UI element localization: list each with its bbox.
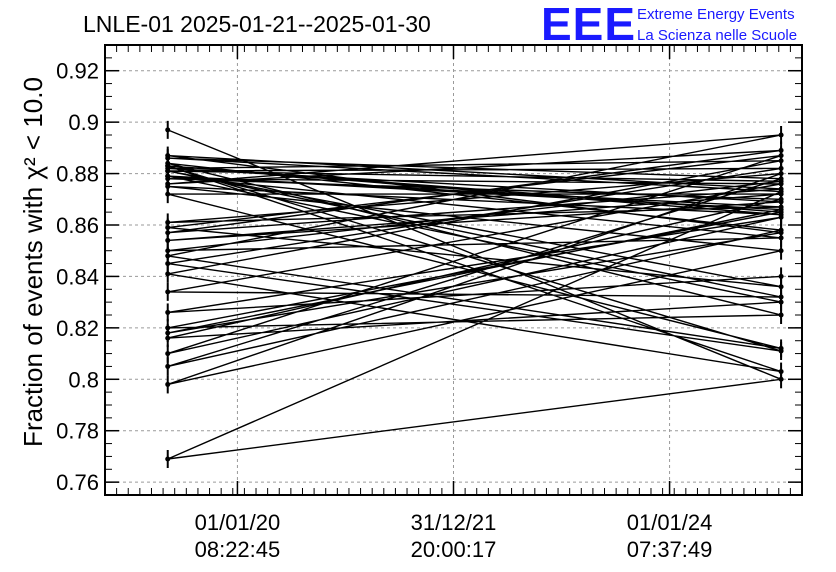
x-tick-label-date: 31/12/21 xyxy=(411,510,497,535)
data-point xyxy=(165,153,171,159)
eee-logo: EEE Extreme Energy Events La Scienza nel… xyxy=(541,0,797,50)
data-point xyxy=(165,168,171,174)
x-tick-label-date: 01/01/24 xyxy=(627,510,713,535)
data-point xyxy=(165,363,171,369)
data-point xyxy=(778,284,784,290)
data-point xyxy=(165,381,171,387)
data-point xyxy=(778,214,784,220)
data-point xyxy=(165,191,171,197)
y-tick-label: 0.88 xyxy=(56,162,99,187)
data-point xyxy=(778,299,784,305)
eee-logo-line2: La Scienza nelle Scuole xyxy=(637,27,797,44)
data-point xyxy=(165,330,171,336)
y-tick-label: 0.84 xyxy=(56,264,99,289)
y-tick-label: 0.78 xyxy=(56,419,99,444)
x-tick-label-time: 20:00:17 xyxy=(411,537,497,562)
data-point xyxy=(778,369,784,375)
data-point xyxy=(778,345,784,351)
data-point xyxy=(165,309,171,315)
data-point xyxy=(778,153,784,159)
data-point xyxy=(778,273,784,279)
data-point xyxy=(165,271,171,277)
chart-title: LNLE-01 2025-01-21--2025-01-30 xyxy=(83,11,431,37)
y-tick-label: 0.92 xyxy=(56,59,99,84)
data-point xyxy=(778,248,784,254)
y-tick-label: 0.9 xyxy=(68,110,99,135)
axis-ticks xyxy=(104,44,803,496)
x-tick-label-time: 08:22:45 xyxy=(195,537,281,562)
y-tick-label: 0.76 xyxy=(56,470,99,495)
y-tick-label: 0.86 xyxy=(56,213,99,238)
data-point xyxy=(165,248,171,254)
data-point xyxy=(778,312,784,318)
x-tick-label-date: 01/01/20 xyxy=(195,510,281,535)
eee-logo-line1: Extreme Energy Events xyxy=(637,6,795,23)
data-point xyxy=(778,132,784,138)
data-point xyxy=(165,225,171,231)
series-line xyxy=(167,129,784,460)
data-point xyxy=(778,178,784,184)
data-point xyxy=(778,235,784,241)
data-point xyxy=(165,351,171,357)
y-tick-labels: 0.76 0.78 0.8 0.82 0.84 0.86 0.88 0.9 0.92 xyxy=(56,59,99,495)
data-markers xyxy=(165,120,784,468)
eee-logo-mark: EEE xyxy=(541,0,636,50)
y-axis-title: Fraction of events with χ² < 10.0 xyxy=(18,77,48,447)
data-series xyxy=(167,129,784,460)
y-tick-label: 0.82 xyxy=(56,316,99,341)
data-point xyxy=(165,289,171,295)
data-point xyxy=(165,127,171,133)
y-tick-label: 0.8 xyxy=(68,367,99,392)
data-point xyxy=(165,456,171,462)
x-tick-label-time: 07:37:49 xyxy=(627,537,713,562)
